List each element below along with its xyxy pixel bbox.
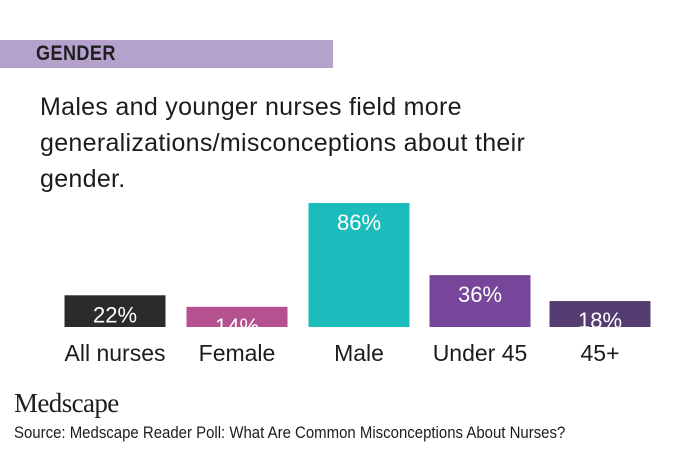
bar-all-nurses — [64, 295, 166, 327]
chart-headline: Males and younger nurses field more gene… — [40, 93, 526, 193]
source-note: Source: Medscape Reader Poll: What Are C… — [14, 423, 566, 442]
section-banner: GENDER — [0, 40, 333, 68]
category-label: 45+ — [580, 340, 619, 366]
section-label: GENDER — [36, 42, 116, 65]
bar-female — [186, 306, 288, 327]
data-label: 18% — [578, 308, 622, 333]
data-label: 36% — [458, 282, 502, 307]
data-label: 22% — [93, 302, 137, 327]
bar-under-45 — [429, 275, 531, 327]
category-label: Male — [334, 340, 384, 366]
category-label: Female — [199, 340, 276, 366]
medscape-logo: Medscape — [14, 388, 119, 418]
bar-chart: 22% All nurses 14%Female 86% Male 36% Under 45… — [64, 203, 651, 366]
data-label: 14% — [215, 314, 259, 339]
category-label: All nurses — [65, 340, 166, 366]
bar-male — [308, 203, 410, 327]
category-label: Under 45 — [433, 340, 528, 366]
bar-45 — [549, 301, 651, 327]
data-label: 86% — [337, 210, 381, 235]
